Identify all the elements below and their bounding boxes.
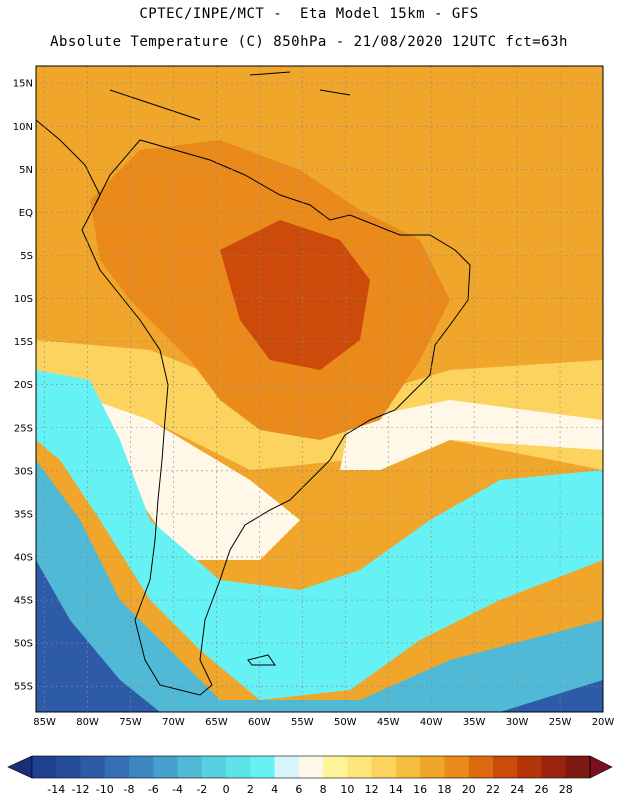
colorbar: -14 -12 -10 -8 -6 -4 -2 0 2 4 6 8 10 12 14 16 18 20 22 24 26… xyxy=(7,755,613,796)
lon-tick-label: 20W xyxy=(592,717,615,728)
colorbar-label: 6 xyxy=(295,783,302,796)
colorbar-swatch xyxy=(153,756,179,778)
lat-tick-label: 5S xyxy=(20,251,33,262)
field-deep-south xyxy=(36,560,603,712)
lon-tick-label: 30W xyxy=(506,717,529,728)
coastline-south-america xyxy=(81,139,471,696)
colorbar-label: 22 xyxy=(486,783,500,796)
colorbar-label: 12 xyxy=(365,783,379,796)
colorbar-swatch xyxy=(274,756,300,778)
colorbar-swatch xyxy=(56,756,82,778)
colorbar-swatch xyxy=(371,756,397,778)
colorbar-swatch xyxy=(129,756,154,778)
colorbar-label: 18 xyxy=(437,783,451,796)
coastline-falklands xyxy=(247,654,276,666)
colorbar-label: 16 xyxy=(413,783,427,796)
coastline-central-america xyxy=(36,119,101,206)
colorbar-label: 4 xyxy=(271,783,278,796)
lat-tick-label: 30S xyxy=(14,466,33,477)
temperature-field xyxy=(36,66,603,712)
lat-tick-label: 45S xyxy=(14,596,33,607)
colorbar-swatch xyxy=(468,756,494,778)
colorbar-swatch xyxy=(395,756,421,778)
colorbar-label: 20 xyxy=(462,783,476,796)
lat-tick-label: 50S xyxy=(14,639,33,650)
lon-tick-label: 75W xyxy=(119,717,142,728)
lat-tick-label: EQ xyxy=(19,208,33,219)
lon-tick-label: 80W xyxy=(76,717,99,728)
coastline-caribbean xyxy=(109,71,351,121)
colorbar-label: 26 xyxy=(534,783,548,796)
colorbar-swatch xyxy=(201,756,227,778)
coastlines xyxy=(36,71,471,696)
title-line-1: CPTEC/INPE/MCT - Eta Model 15km - GFS xyxy=(139,6,479,22)
lon-tick-label: 70W xyxy=(162,717,185,728)
colorbar-label: -2 xyxy=(196,783,207,796)
colorbar-swatch xyxy=(492,756,518,778)
colorbar-over-arrow xyxy=(589,755,613,779)
colorbar-swatch xyxy=(347,756,373,778)
lon-tick-label: 50W xyxy=(334,717,357,728)
colorbar-swatch xyxy=(250,756,276,778)
lat-tick-label: 10S xyxy=(14,294,33,305)
colorbar-label: 8 xyxy=(320,783,327,796)
colorbar-swatch xyxy=(80,756,106,778)
lon-tick-label: 35W xyxy=(463,717,486,728)
lat-tick-label: 40S xyxy=(14,552,33,563)
colorbar-under-arrow xyxy=(7,755,33,779)
colorbar-frame xyxy=(31,755,591,779)
colorbar-swatch xyxy=(177,756,203,778)
lat-tick-label: 25S xyxy=(14,423,33,434)
colorbar-label: -10 xyxy=(96,783,114,796)
title-line-2: Absolute Temperature (C) 850hPa - 21/08/… xyxy=(50,34,568,50)
colorbar-swatch xyxy=(420,756,445,778)
lat-tick-label: 15N xyxy=(13,79,33,90)
longitude-axis: 85W 80W 75W 70W 65W 60W 55W 50W 45W 40W 35W 30W 25W 2… xyxy=(33,717,614,728)
colorbar-swatch xyxy=(541,756,567,778)
lat-tick-label: 55S xyxy=(14,682,33,693)
field-hot-core xyxy=(220,220,370,370)
colorbar-label: 28 xyxy=(559,783,573,796)
lon-tick-label: 85W xyxy=(33,717,56,728)
field-pale xyxy=(36,380,603,560)
lon-tick-label: 25W xyxy=(549,717,572,728)
colorbar-label: 2 xyxy=(247,783,254,796)
colorbar-swatch xyxy=(32,756,57,778)
lat-tick-label: 5N xyxy=(19,165,33,176)
lon-tick-label: 65W xyxy=(205,717,228,728)
lon-tick-label: 60W xyxy=(248,717,271,728)
lat-tick-label: 15S xyxy=(14,337,33,348)
colorbar-label: -12 xyxy=(72,783,90,796)
lon-tick-label: 40W xyxy=(420,717,443,728)
lon-tick-label: 55W xyxy=(291,717,314,728)
colorbar-label: -8 xyxy=(124,783,135,796)
colorbar-swatch xyxy=(323,756,348,778)
colorbar-label: -6 xyxy=(148,783,159,796)
colorbar-swatch xyxy=(444,756,470,778)
colorbar-swatch xyxy=(565,756,591,778)
colorbar-label: -4 xyxy=(172,783,183,796)
colorbar-label: 14 xyxy=(389,783,403,796)
colorbar-swatch xyxy=(517,756,542,778)
colorbar-label: 24 xyxy=(510,783,524,796)
lat-tick-label: 20S xyxy=(14,380,33,391)
field-cold-tongue xyxy=(36,370,603,700)
plot-frame xyxy=(35,65,604,713)
colorbar-swatch xyxy=(298,756,324,778)
colorbar-label: -14 xyxy=(47,783,65,796)
colorbar-label: 0 xyxy=(223,783,230,796)
colorbar-swatch xyxy=(226,756,251,778)
lat-tick-label: 10N xyxy=(13,122,33,133)
lat-tick-label: 35S xyxy=(14,509,33,520)
colorbar-swatch xyxy=(104,756,130,778)
latitude-axis: 15N 10N 5N EQ 5S 10S 15S 20S 25S 30S 35S 40S 45S 50S 5… xyxy=(13,79,33,693)
lon-tick-label: 45W xyxy=(377,717,400,728)
colorbar-label: 10 xyxy=(340,783,354,796)
